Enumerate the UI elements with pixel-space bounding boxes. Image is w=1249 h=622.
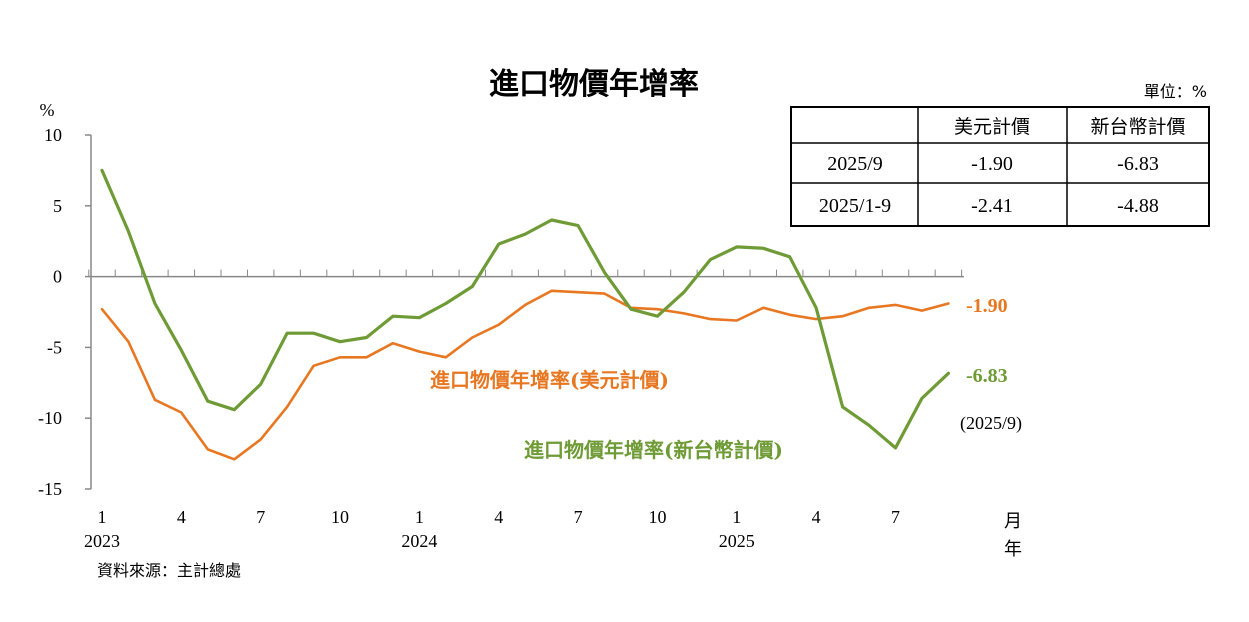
x-tick-label: 1 xyxy=(98,507,107,527)
x-tick-label: 4 xyxy=(812,507,821,527)
x-tick-label: 1 xyxy=(732,507,741,527)
x-year-label: 2025 xyxy=(719,531,755,551)
series-line-twd xyxy=(100,168,951,450)
x-tick-labels: 1 4 7 10 1 4 7 10 1 4 7 2023 2024 2025 xyxy=(84,507,900,551)
y-tick-label: 0 xyxy=(53,267,62,287)
x-tick-label: 4 xyxy=(494,507,503,527)
chart-title: 進口物價年增率 xyxy=(489,67,699,102)
x-year-label: 2024 xyxy=(401,531,437,551)
table-border xyxy=(790,106,1210,227)
series-label-usd: 進口物價年增率(美元計價) xyxy=(430,368,669,392)
table-header-usd: 美元計價 xyxy=(954,116,1030,138)
y-tick-label: 10 xyxy=(44,125,62,145)
x-tick-label: 7 xyxy=(256,507,265,527)
table-row-label: 2025/1-9 xyxy=(819,195,891,217)
x-tick-label: 4 xyxy=(177,507,186,527)
table-cell: -1.90 xyxy=(971,153,1013,175)
x-tick-label: 7 xyxy=(574,507,583,527)
table-cell: -2.41 xyxy=(971,195,1013,217)
y-tick-label: -10 xyxy=(38,408,62,428)
y-tick-label: -15 xyxy=(38,479,62,499)
y-tick-labels: 10 5 0 -5 -10 -15 xyxy=(38,125,62,499)
series-lines xyxy=(100,168,951,461)
summary-table: 美元計價 新台幣計價 2025/9 -1.90 -6.83 2025/1-9 -… xyxy=(790,106,1210,227)
x-axis-year-label: 年 xyxy=(1004,539,1022,559)
end-note: (2025/9) xyxy=(960,413,1022,434)
y-tick-label: 5 xyxy=(53,196,62,216)
table-header-twd: 新台幣計價 xyxy=(1090,116,1185,138)
x-year-label: 2023 xyxy=(84,531,120,551)
axes xyxy=(85,134,964,490)
table-cell: -6.83 xyxy=(1117,153,1159,175)
table-cell: -4.88 xyxy=(1117,195,1159,217)
source-note: 資料來源：主計總處 xyxy=(97,561,241,580)
series-label-twd: 進口物價年增率(新台幣計價) xyxy=(524,438,783,462)
end-label-twd: -6.83 xyxy=(966,365,1008,387)
series-line-usd xyxy=(100,289,950,461)
x-axis-month-label: 月 xyxy=(1004,511,1022,531)
table-row-label: 2025/9 xyxy=(827,153,883,175)
x-tick-label: 7 xyxy=(891,507,900,527)
x-tick-label: 10 xyxy=(648,507,666,527)
x-tick-label: 1 xyxy=(415,507,424,527)
unit-note: 單位：% xyxy=(1144,82,1207,101)
y-axis-unit: % xyxy=(40,100,55,120)
y-tick-label: -5 xyxy=(47,337,62,357)
x-tick-label: 10 xyxy=(331,507,349,527)
end-label-usd: -1.90 xyxy=(966,295,1008,317)
